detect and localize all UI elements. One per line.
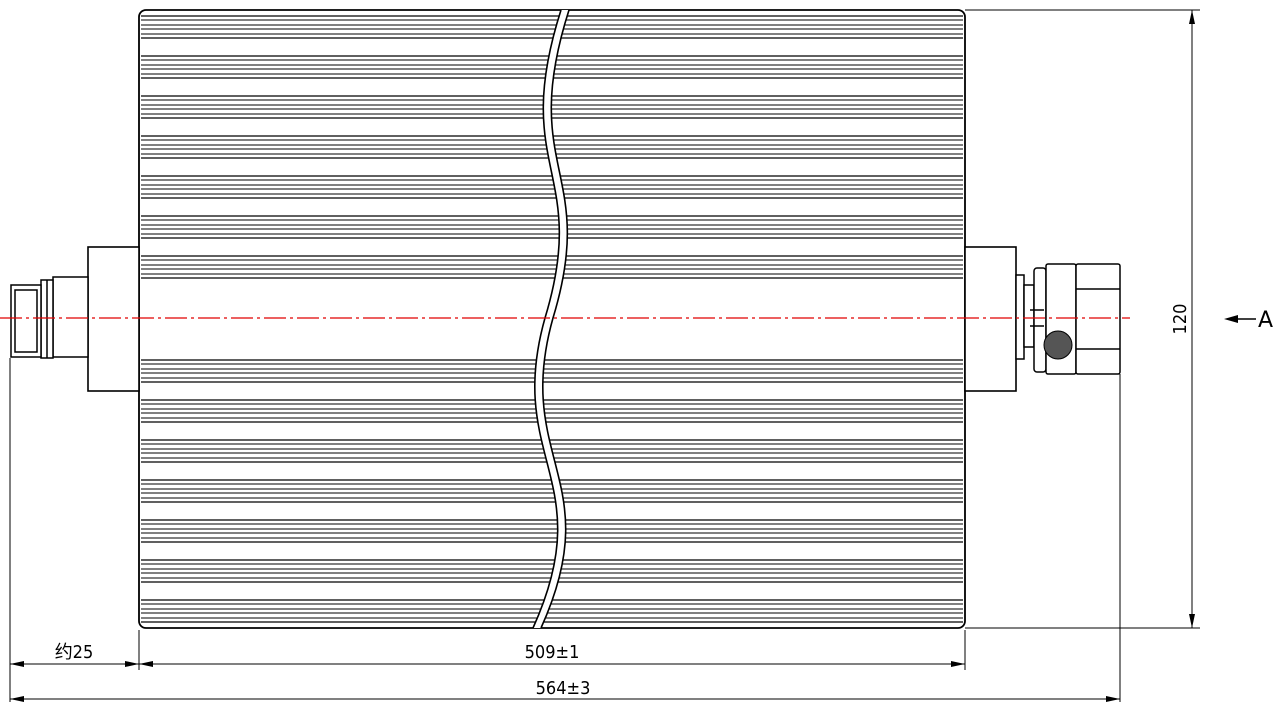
dim-height-label: 120	[1170, 304, 1191, 335]
right-connector	[1015, 263, 1121, 375]
dim-connector-length-label: 约25	[55, 642, 94, 663]
knurl-icon	[1043, 330, 1073, 360]
view-marker-label: A	[1258, 308, 1273, 333]
view-marker-a: A	[1224, 308, 1273, 333]
dimension-body-length: 509±1	[139, 642, 965, 667]
dim-overall-length-label: 564±3	[536, 678, 591, 699]
dimension-height: 120	[1170, 10, 1195, 628]
break-line	[532, 9, 570, 629]
left-end-cap	[87, 246, 140, 392]
right-end-cap	[964, 246, 1017, 392]
left-connector	[10, 276, 89, 359]
dimension-overall-length: 564±3	[10, 678, 1120, 702]
dim-body-length-label: 509±1	[525, 642, 580, 663]
extension-lines	[9, 9, 1200, 702]
dimension-connector-length: 约25	[10, 642, 139, 667]
